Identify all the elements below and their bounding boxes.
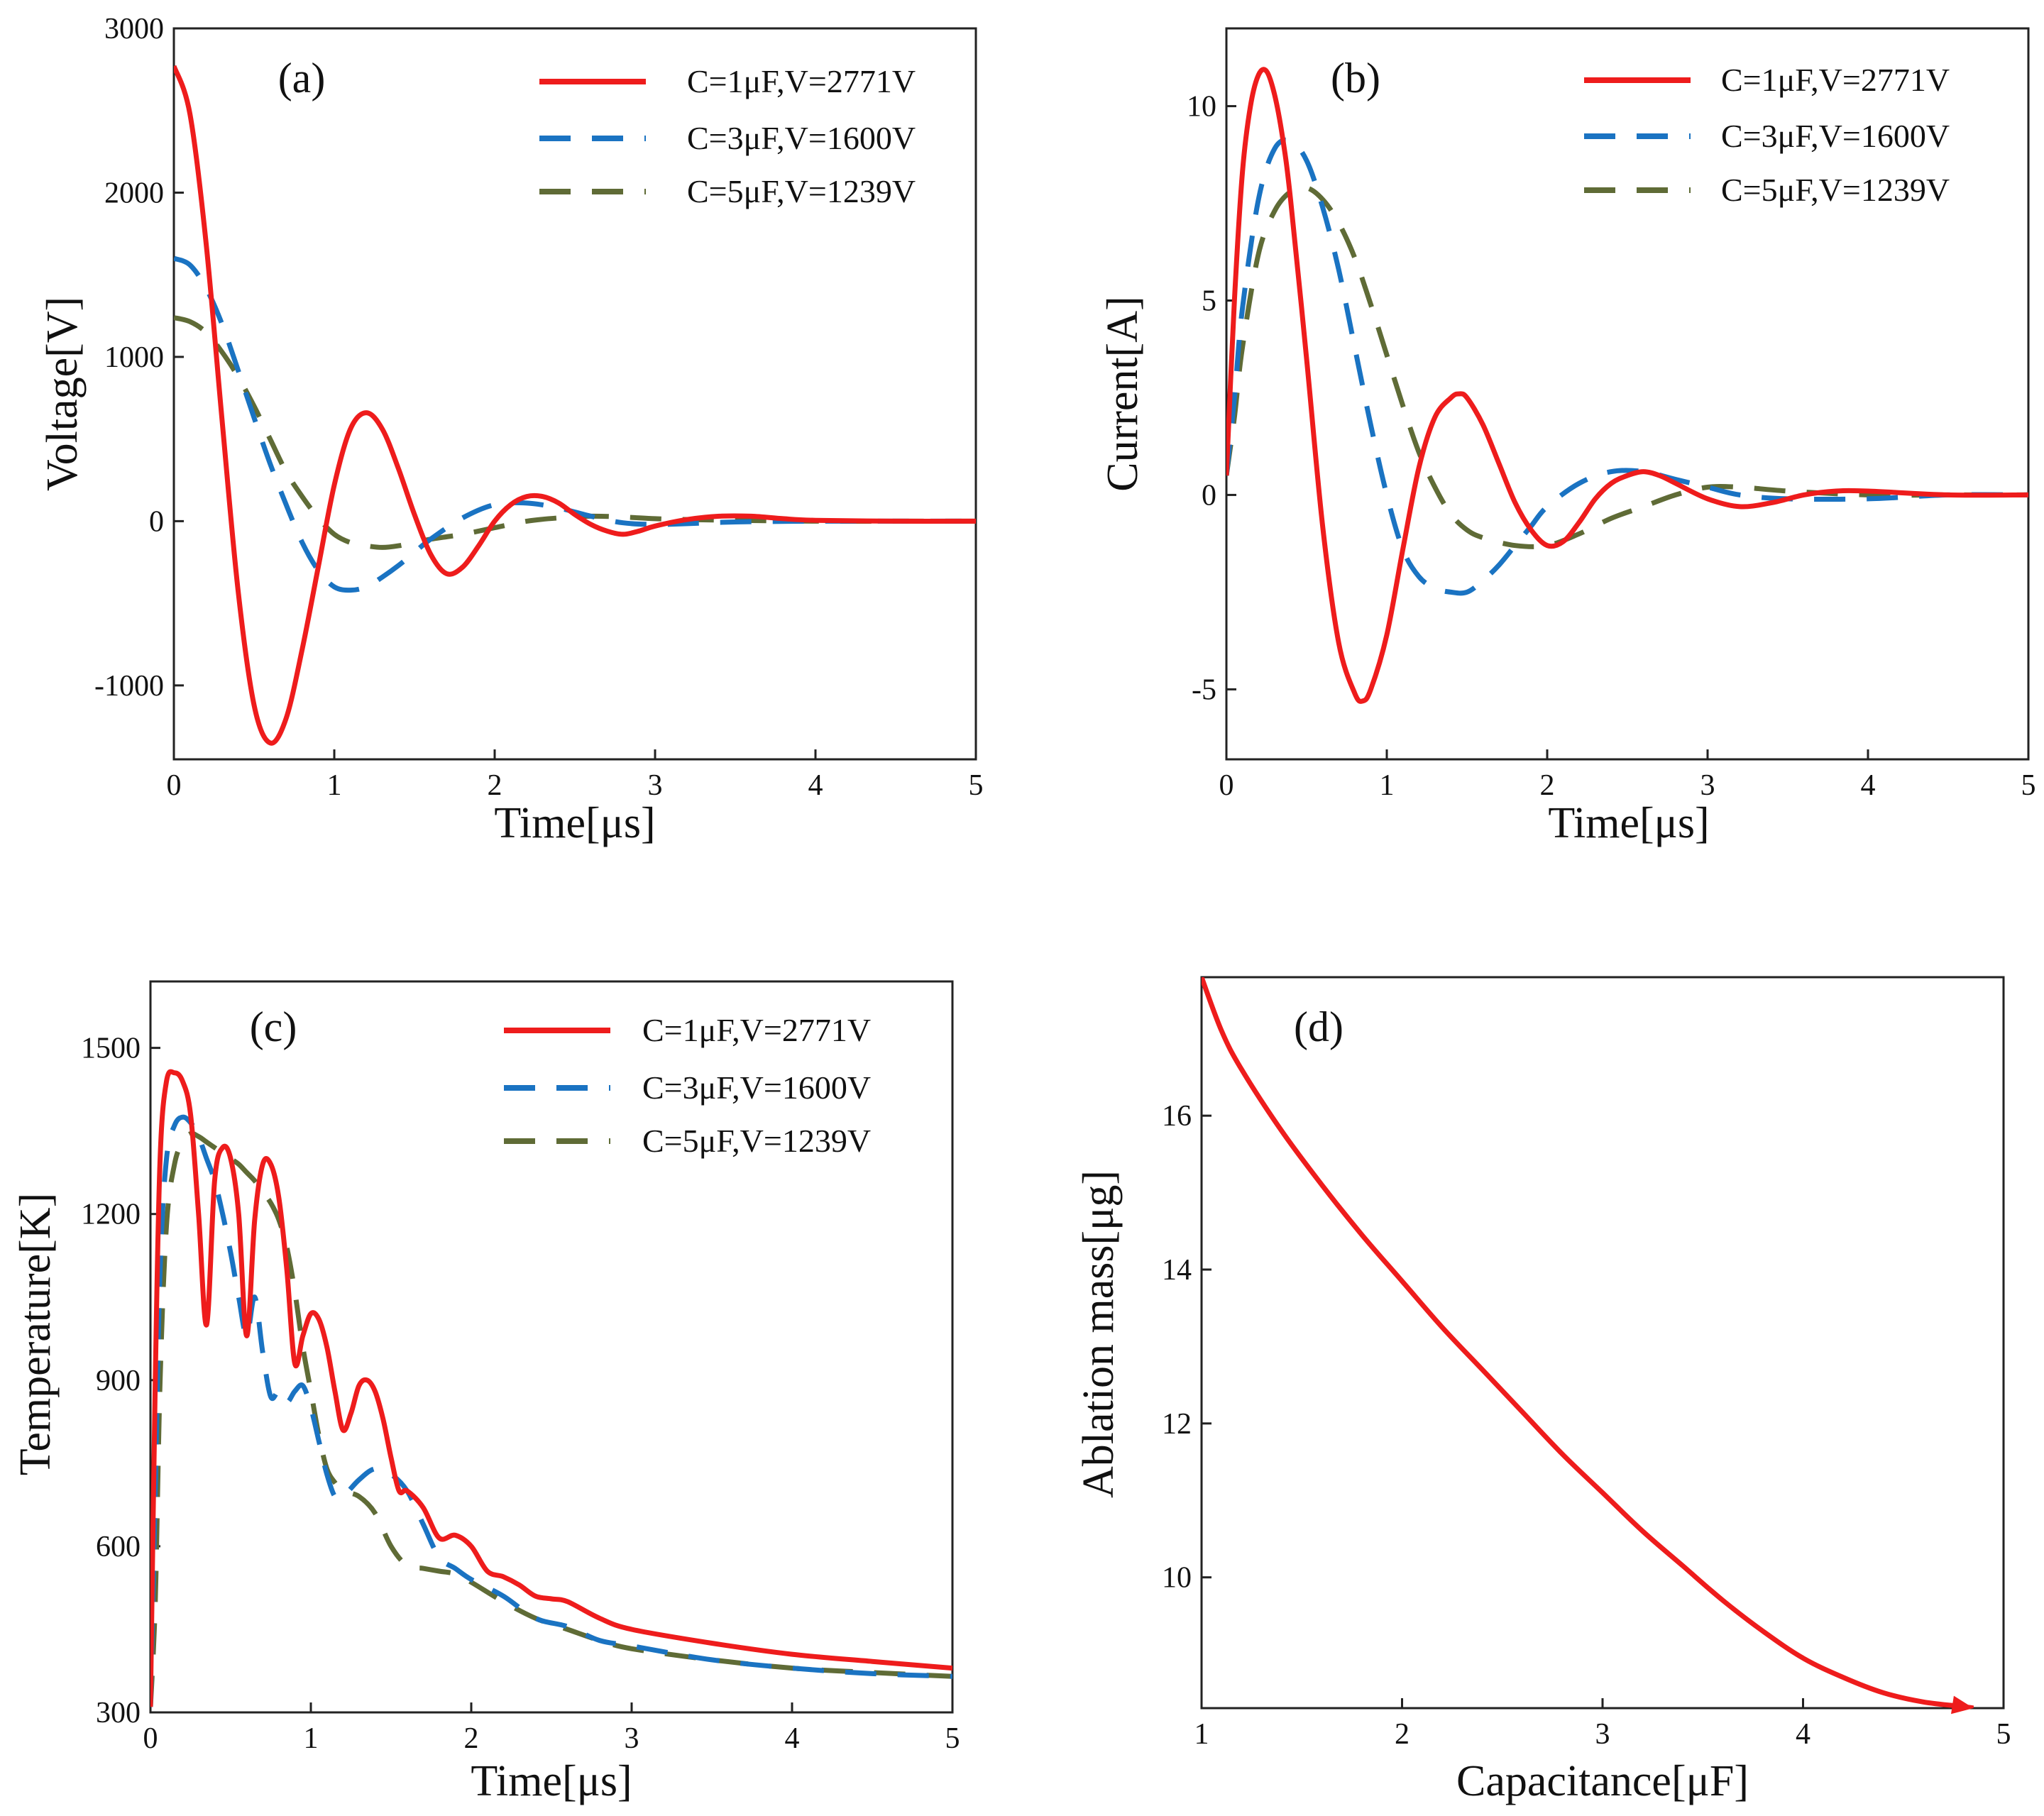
y-tick-label-b-2: 5 bbox=[1202, 285, 1216, 318]
series-line-c-0 bbox=[150, 1069, 952, 1707]
panel-b-y-axis-label: Current[A] bbox=[1099, 296, 1147, 491]
x-tick-label-a-2: 2 bbox=[488, 769, 502, 802]
y-tick-label-c-3: 1200 bbox=[81, 1199, 141, 1231]
panel-c-legend: C=1μF,V=2771V C=3μF,V=1600V C=5μF,V=1239… bbox=[504, 1012, 871, 1159]
x-tick-label-b-0: 0 bbox=[1219, 769, 1234, 802]
x-tick-label-a-1: 1 bbox=[327, 769, 342, 802]
x-tick-label-b-4: 4 bbox=[1861, 769, 1876, 802]
panel-a-plot-frame bbox=[172, 27, 977, 761]
panel-a-y-axis-label: Voltage[V] bbox=[38, 297, 87, 491]
panel-a-series bbox=[174, 65, 976, 746]
legend-a-label-2: C=5μF,V=1239V bbox=[687, 173, 916, 209]
panel-b-label: (b) bbox=[1331, 55, 1380, 101]
x-tick-label-b-1: 1 bbox=[1380, 769, 1395, 802]
y-tick-label-b-0: -5 bbox=[1192, 673, 1216, 706]
panel-b-series bbox=[1226, 67, 2028, 704]
y-tick-label-a-4: 3000 bbox=[104, 13, 164, 45]
x-tick-label-a-4: 4 bbox=[808, 769, 823, 802]
legend-a-label-1: C=3μF,V=1600V bbox=[687, 120, 916, 156]
y-tick-label-c-1: 600 bbox=[96, 1531, 141, 1563]
x-tick-label-b-5: 5 bbox=[2021, 769, 2036, 802]
y-tick-label-c-0: 300 bbox=[96, 1697, 141, 1729]
x-tick-label-c-0: 0 bbox=[143, 1722, 158, 1755]
x-tick-label-d-1: 2 bbox=[1395, 1718, 1410, 1751]
series-line-a-1 bbox=[174, 255, 976, 593]
x-tick-label-a-0: 0 bbox=[167, 769, 182, 802]
panel-a-legend: C=1μF,V=2771V C=3μF,V=1600V C=5μF,V=1239… bbox=[539, 63, 916, 209]
panel-a-label: (a) bbox=[278, 55, 326, 101]
x-tick-label-d-4: 5 bbox=[1996, 1718, 2011, 1751]
panel-d-series bbox=[1202, 977, 1974, 1715]
panel-d-label: (d) bbox=[1294, 1003, 1344, 1050]
series-line-b-0 bbox=[1226, 67, 2028, 704]
series-line-c-2 bbox=[150, 1130, 952, 1707]
series-line-c-1 bbox=[150, 1114, 952, 1707]
x-tick-label-c-4: 4 bbox=[785, 1722, 800, 1755]
panel-b-plot-frame bbox=[1225, 27, 2030, 761]
panel-a-x-axis-label: Time[μs] bbox=[494, 799, 655, 847]
panel-c-ticks: 0 1 2 3 4 5 300 600 900 1200 1500 bbox=[81, 1033, 960, 1755]
legend-c-label-0: C=1μF,V=2771V bbox=[642, 1012, 871, 1048]
series-line-d-0 bbox=[1202, 977, 1974, 1708]
y-tick-label-d-2: 14 bbox=[1162, 1254, 1192, 1287]
x-tick-label-d-0: 1 bbox=[1194, 1718, 1209, 1751]
y-tick-label-d-3: 16 bbox=[1162, 1100, 1192, 1133]
x-tick-label-a-3: 3 bbox=[648, 769, 663, 802]
series-line-b-2 bbox=[1226, 185, 2028, 549]
x-tick-label-b-3: 3 bbox=[1700, 769, 1715, 802]
panel-a-ticks: 0 1 2 3 4 5 -1000 0 1000 2000 3000 bbox=[94, 13, 984, 802]
panel-b-x-axis-label: Time[μs] bbox=[1548, 799, 1709, 847]
legend-b-label-2: C=5μF,V=1239V bbox=[1721, 172, 1950, 208]
y-tick-label-a-2: 1000 bbox=[104, 341, 164, 374]
y-tick-label-b-1: 0 bbox=[1202, 479, 1216, 512]
y-tick-label-b-3: 10 bbox=[1187, 91, 1216, 123]
x-tick-label-d-2: 3 bbox=[1595, 1718, 1610, 1751]
y-tick-label-a-3: 2000 bbox=[104, 177, 164, 209]
series-line-a-0 bbox=[174, 65, 976, 746]
series-line-b-1 bbox=[1226, 137, 2028, 596]
panel-c-temperature: 0 1 2 3 4 5 300 600 900 1200 1500 (c) Time[μs] Tem… bbox=[11, 980, 960, 1805]
panel-d-x-axis-label: Capacitance[μF] bbox=[1456, 1757, 1749, 1805]
panel-b-ticks: 0 1 2 3 4 5 -5 0 5 10 bbox=[1187, 91, 2036, 802]
x-tick-label-c-2: 2 bbox=[464, 1722, 479, 1755]
x-tick-label-a-5: 5 bbox=[969, 769, 984, 802]
x-tick-label-d-3: 4 bbox=[1796, 1718, 1811, 1751]
legend-b-label-0: C=1μF,V=2771V bbox=[1721, 62, 1950, 98]
y-tick-label-c-2: 900 bbox=[96, 1365, 141, 1397]
panel-a-voltage: 0 1 2 3 4 5 -1000 0 1000 2000 3000 (a) Time[μs] Vo… bbox=[38, 13, 984, 847]
x-tick-label-c-5: 5 bbox=[945, 1722, 960, 1755]
panel-c-series bbox=[150, 1069, 952, 1707]
y-tick-label-c-4: 1500 bbox=[81, 1033, 141, 1065]
x-tick-label-b-2: 2 bbox=[1540, 769, 1555, 802]
y-tick-label-d-0: 10 bbox=[1162, 1562, 1192, 1595]
panel-c-y-axis-label: Temperature[K] bbox=[11, 1193, 60, 1475]
x-tick-label-c-1: 1 bbox=[304, 1722, 319, 1755]
series-arrowhead-d bbox=[1950, 1695, 1974, 1715]
legend-c-label-2: C=5μF,V=1239V bbox=[642, 1123, 871, 1159]
y-tick-label-a-0: -1000 bbox=[94, 670, 164, 703]
panel-d-y-axis-label: Ablation mass[μg] bbox=[1075, 1170, 1123, 1498]
panel-b-current: 0 1 2 3 4 5 -5 0 5 10 (b) Time[μs] Current[A] C=1… bbox=[1099, 27, 2036, 847]
y-tick-label-d-1: 12 bbox=[1162, 1408, 1192, 1441]
legend-c-label-1: C=3μF,V=1600V bbox=[642, 1069, 871, 1106]
panel-c-label: (c) bbox=[250, 1003, 297, 1050]
panel-b-legend: C=1μF,V=2771V C=3μF,V=1600V C=5μF,V=1239… bbox=[1584, 62, 1950, 208]
panel-d-plot-frame bbox=[1200, 976, 2005, 1710]
x-tick-label-c-3: 3 bbox=[625, 1722, 639, 1755]
panel-c-x-axis-label: Time[μs] bbox=[471, 1757, 632, 1805]
y-tick-label-a-1: 0 bbox=[149, 505, 164, 538]
legend-b-label-1: C=3μF,V=1600V bbox=[1721, 118, 1950, 154]
panel-c-plot-frame bbox=[149, 980, 954, 1714]
legend-a-label-0: C=1μF,V=2771V bbox=[687, 63, 916, 99]
